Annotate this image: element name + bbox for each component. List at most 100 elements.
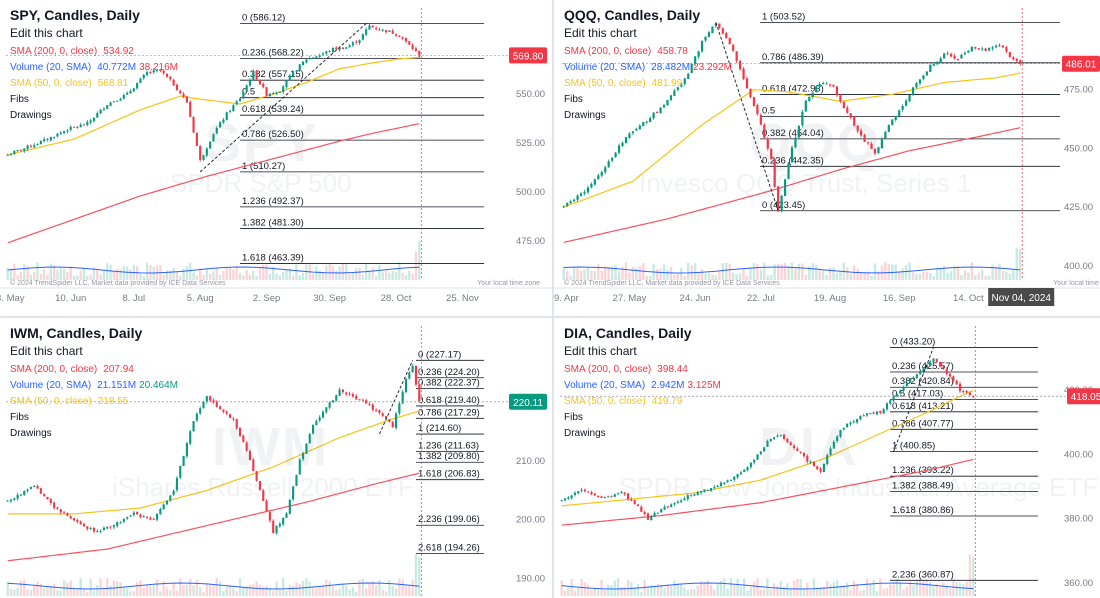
candle xyxy=(13,498,16,500)
chart-panel-qqq[interactable]: 475.00 450.00 425.00 400.00 1 (503.52) 0.786 … xyxy=(554,0,1100,316)
candle xyxy=(119,522,122,524)
candle xyxy=(23,148,26,151)
volume-bar xyxy=(635,267,638,280)
volume-bar xyxy=(640,591,643,596)
candle xyxy=(970,46,973,52)
candle xyxy=(662,104,666,108)
volume-bar xyxy=(884,262,887,280)
volume-bar xyxy=(646,587,650,596)
volume-bar xyxy=(786,583,789,596)
volume-bar xyxy=(162,580,165,596)
indicator-row[interactable]: SMA (200, 0, close) 207.94 xyxy=(10,362,181,378)
edit-chart-link[interactable]: Edit this chart xyxy=(564,26,637,40)
candle xyxy=(583,191,586,194)
candle xyxy=(302,452,305,460)
candle xyxy=(331,400,335,403)
candle xyxy=(860,130,863,136)
volume-bar xyxy=(955,582,958,596)
indicator-row[interactable]: SMA (200, 0, close) 458.78 xyxy=(564,44,735,60)
indicator-row[interactable]: Fibs xyxy=(564,92,735,108)
candle xyxy=(770,148,773,160)
candle xyxy=(229,414,232,418)
chart-panel-spy[interactable]: 550.00 525.00 500.00 475.00 0 (586.12) 0.236 … xyxy=(0,0,552,316)
indicator-row[interactable]: SMA (50, 0, close) 218.55 xyxy=(10,394,181,410)
volume-bar xyxy=(96,268,99,280)
volume-bar xyxy=(789,588,792,596)
candle xyxy=(169,76,172,80)
candle xyxy=(378,410,381,413)
chart-canvas[interactable]: 210.00 200.00 190.00 0 (227.17) 0.236 (224.2… xyxy=(0,318,552,598)
candle xyxy=(713,486,716,488)
indicator-name: Fibs xyxy=(10,94,29,105)
indicator-row[interactable]: SMA (200, 0, close) 398.44 xyxy=(564,362,724,378)
fib-level-label: 0 (433.20) xyxy=(892,336,935,347)
candle xyxy=(899,390,902,394)
indicator-row[interactable]: Volume (20, SMA) 2.942M 3.125M xyxy=(564,378,724,394)
volume-bar xyxy=(693,589,696,596)
candle xyxy=(952,376,955,382)
volume-bar xyxy=(112,271,116,280)
volume-bar xyxy=(849,590,852,596)
volume-bar xyxy=(726,588,729,596)
candle xyxy=(613,494,616,497)
indicator-row[interactable]: Drawings xyxy=(564,108,735,124)
indicator-row[interactable]: SMA (50, 0, close) 568.81 xyxy=(10,76,181,92)
indicator-row[interactable]: Drawings xyxy=(10,108,181,124)
candle xyxy=(288,500,291,514)
volume-bar xyxy=(912,585,915,596)
candle xyxy=(66,130,69,132)
volume-bar xyxy=(202,274,205,280)
indicator-row[interactable]: SMA (50, 0, close) 419.79 xyxy=(564,394,724,410)
candle xyxy=(562,206,565,208)
indicator-row[interactable]: Volume (20, SMA) 40.772M 38.216M xyxy=(10,60,181,76)
candle xyxy=(39,140,42,145)
indicator-row[interactable]: Drawings xyxy=(10,426,181,442)
candle xyxy=(610,496,613,498)
volume-bar xyxy=(603,588,606,596)
indicator-name: SMA (50, 0, close) xyxy=(564,78,646,89)
edit-chart-link[interactable]: Edit this chart xyxy=(10,26,83,40)
candle xyxy=(378,29,381,31)
volume-bar xyxy=(970,262,974,280)
chart-panel-iwm[interactable]: 210.00 200.00 190.00 0 (227.17) 0.236 (224.2… xyxy=(0,318,552,598)
candle xyxy=(129,515,132,517)
candle xyxy=(9,499,13,502)
candle xyxy=(925,364,928,368)
indicator-row[interactable]: Volume (20, SMA) 21.151M 20.464M xyxy=(10,378,181,394)
indicator-row[interactable]: SMA (200, 0, close) 534.92 xyxy=(10,44,181,60)
edit-chart-link[interactable]: Edit this chart xyxy=(564,344,637,358)
candle xyxy=(984,48,987,51)
indicator-row[interactable]: Fibs xyxy=(10,92,181,108)
indicator-row[interactable]: Drawings xyxy=(564,426,724,442)
fib-level-label: 1.618 (463.39) xyxy=(242,253,304,264)
indicator-row[interactable]: Volume (20, SMA) 28.482M 23.292M xyxy=(564,60,735,76)
indicator-value: 419.79 xyxy=(651,396,683,407)
candle xyxy=(96,531,99,533)
candle xyxy=(733,476,736,480)
candle xyxy=(752,97,756,106)
volume-bar xyxy=(1001,270,1005,280)
candle xyxy=(932,358,935,363)
candle xyxy=(642,121,645,127)
candle xyxy=(222,409,225,412)
volume-bar xyxy=(792,580,796,596)
volume-bar xyxy=(39,273,43,280)
candle xyxy=(278,523,281,527)
sma-200-line xyxy=(7,472,420,562)
edit-chart-link[interactable]: Edit this chart xyxy=(10,344,83,358)
volume-bar xyxy=(335,589,338,596)
candle xyxy=(89,120,92,123)
volume-bar xyxy=(232,588,235,596)
indicator-row[interactable]: Fibs xyxy=(10,410,181,426)
chart-canvas[interactable]: 475.00 450.00 425.00 400.00 1 (503.52) 0.786 … xyxy=(554,0,1100,316)
candle xyxy=(149,72,152,74)
volume-bar xyxy=(787,266,790,280)
volume-bar xyxy=(832,267,835,280)
volume-bar xyxy=(597,263,600,280)
chart-canvas[interactable]: 550.00 525.00 500.00 475.00 0 (586.12) 0.236 … xyxy=(0,0,552,316)
indicator-row[interactable]: SMA (50, 0, close) 481.99 xyxy=(564,76,735,92)
indicator-row[interactable]: Fibs xyxy=(564,410,724,426)
candle xyxy=(315,56,318,59)
